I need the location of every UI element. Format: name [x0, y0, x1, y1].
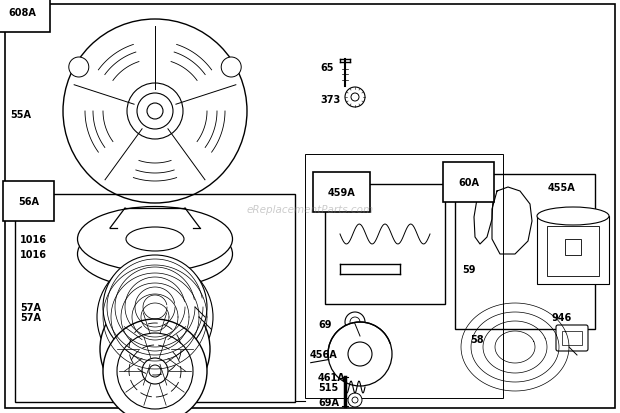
- Ellipse shape: [126, 228, 184, 252]
- Text: 456A: 456A: [310, 349, 338, 359]
- Text: 57A: 57A: [20, 312, 41, 322]
- Text: 946: 946: [551, 312, 571, 322]
- Bar: [547, 226, 599, 276]
- Text: 373: 373: [320, 95, 340, 105]
- Circle shape: [100, 294, 210, 404]
- FancyBboxPatch shape: [556, 325, 588, 351]
- Bar: [562, 331, 582, 345]
- Text: 60A: 60A: [458, 178, 479, 188]
- Bar: [15, 195, 295, 402]
- Text: 57A: 57A: [20, 302, 41, 312]
- Text: 59: 59: [462, 264, 476, 274]
- Text: 1016: 1016: [20, 249, 47, 259]
- Circle shape: [221, 58, 241, 78]
- Text: 56A: 56A: [18, 197, 39, 206]
- Bar: [305, 154, 503, 398]
- Text: 58: 58: [470, 334, 484, 344]
- Circle shape: [103, 319, 207, 413]
- Ellipse shape: [537, 207, 609, 225]
- Ellipse shape: [125, 242, 185, 267]
- Circle shape: [348, 393, 362, 407]
- Circle shape: [345, 312, 365, 332]
- Bar: [455, 175, 595, 329]
- Circle shape: [328, 322, 392, 386]
- Text: 515: 515: [318, 382, 339, 392]
- Ellipse shape: [78, 207, 232, 272]
- Bar: [325, 185, 445, 304]
- Circle shape: [352, 397, 358, 403]
- Text: 65: 65: [320, 63, 334, 73]
- Circle shape: [345, 88, 365, 108]
- Text: 461A: 461A: [318, 372, 346, 382]
- Text: 455A: 455A: [548, 183, 576, 192]
- Circle shape: [348, 342, 372, 366]
- Text: 459A: 459A: [328, 188, 356, 197]
- Circle shape: [350, 317, 360, 327]
- Circle shape: [63, 20, 247, 204]
- Circle shape: [142, 358, 168, 384]
- Circle shape: [351, 94, 359, 102]
- Circle shape: [103, 255, 207, 359]
- Bar: [565, 240, 581, 255]
- Text: 69A: 69A: [318, 397, 339, 407]
- Ellipse shape: [78, 221, 232, 288]
- Circle shape: [69, 58, 89, 78]
- Bar: [537, 216, 609, 284]
- Text: 608A: 608A: [8, 8, 36, 18]
- Text: 55A: 55A: [10, 110, 31, 120]
- Circle shape: [97, 259, 213, 375]
- Text: 1016: 1016: [20, 235, 47, 244]
- Text: eReplacementParts.com: eReplacementParts.com: [246, 204, 374, 214]
- Text: 69: 69: [318, 319, 332, 329]
- Circle shape: [141, 335, 169, 363]
